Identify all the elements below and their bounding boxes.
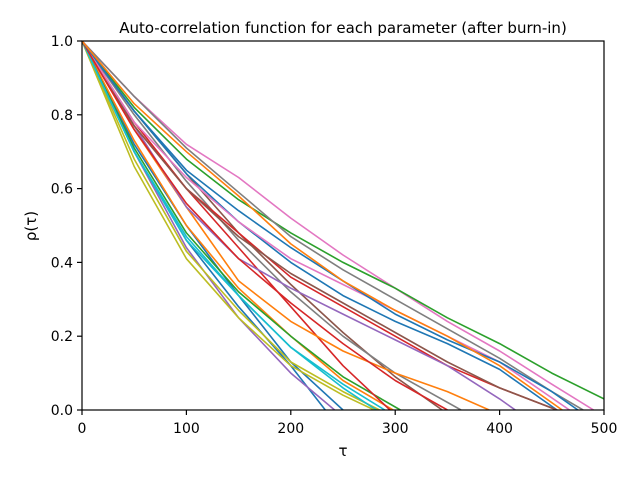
series-line-8: [82, 41, 595, 410]
series-line-22: [82, 41, 448, 410]
series-line-23: [82, 41, 579, 410]
y-tick-label: 0.0: [51, 403, 73, 419]
series-line-20: [82, 41, 375, 410]
y-axis-label: ρ(τ): [22, 211, 40, 241]
series-line-12: [82, 41, 558, 410]
x-tick-label: 500: [591, 421, 618, 437]
series-line-21: [82, 41, 386, 410]
series-line-24: [82, 41, 563, 410]
series-line-10: [82, 41, 380, 410]
series-line-7: [82, 41, 443, 410]
series-line-17: [82, 41, 558, 410]
y-tick-label: 1.0: [51, 34, 73, 50]
y-tick-label: 0.8: [51, 108, 73, 124]
chart-title: Auto-correlation function for each param…: [119, 19, 567, 37]
series-line-16: [82, 41, 516, 410]
plot-frame: [81, 40, 605, 411]
series-line-19: [82, 41, 584, 410]
y-tick-label: 0.6: [51, 182, 73, 198]
x-tick-label: 100: [173, 421, 200, 437]
series-line-14: [82, 41, 604, 400]
x-tick-label: 0: [78, 421, 87, 437]
x-tick-label: 200: [277, 421, 304, 437]
y-tick-label: 0.2: [51, 329, 73, 345]
series-line-18: [82, 41, 570, 410]
x-axis-label: τ: [338, 442, 347, 460]
series-line-4: [82, 41, 401, 410]
series-layer: [82, 41, 604, 410]
ticks-layer: 0 100 200 300 400 500 0.0 0.2 0.4 0.6 0.8 1.0: [51, 34, 618, 437]
y-tick-label: 0.4: [51, 255, 73, 271]
x-tick-label: 400: [486, 421, 513, 437]
series-line-9: [82, 41, 462, 410]
x-tick-label: 300: [382, 421, 409, 437]
series-line-3: [82, 41, 394, 410]
